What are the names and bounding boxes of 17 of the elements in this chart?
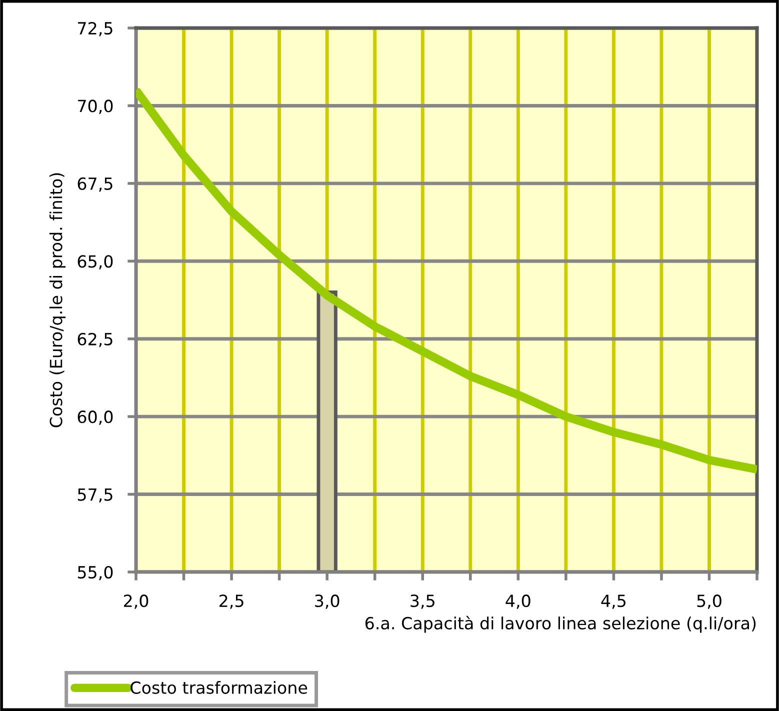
x-tick-label: 2,0 xyxy=(124,594,148,609)
y-tick-label: 60,0 xyxy=(78,410,113,425)
y-axis-title: Costo (Euro/q.le di prod. finito) xyxy=(49,173,66,428)
x-tick-label: 5,0 xyxy=(697,594,722,609)
y-tick-label: 72,5 xyxy=(78,22,112,36)
x-tick-label: 4,0 xyxy=(506,594,530,609)
y-tick-label: 65,0 xyxy=(78,255,113,270)
y-tick-label: 55,0 xyxy=(78,566,113,580)
x-tick-label: 3,0 xyxy=(315,594,340,609)
y-tick-label: 62,5 xyxy=(78,332,112,348)
y-tick-label: 67,5 xyxy=(78,177,112,192)
x-axis-title: 6.a. Capacità di lavoro linea selezione (q.li/ora) xyxy=(365,616,756,633)
x-tick-label: 4,5 xyxy=(601,594,626,609)
x-tick-label: 3,5 xyxy=(410,594,434,609)
x-tick-label: 2,5 xyxy=(220,594,244,609)
y-tick-label: 70,0 xyxy=(78,100,113,114)
y-tick-label: 57,5 xyxy=(78,488,112,503)
